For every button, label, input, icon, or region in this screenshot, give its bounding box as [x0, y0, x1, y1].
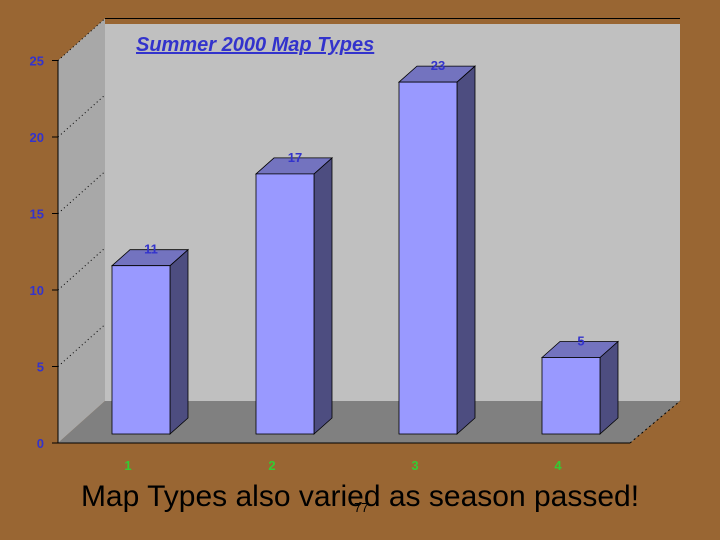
x-category-label: 4: [554, 458, 562, 473]
bar-4: [540, 340, 620, 435]
y-tick-label: 0: [37, 436, 44, 451]
bar-2: [254, 157, 334, 435]
chart-side-wall: [58, 18, 105, 443]
bar-data-label: 23: [431, 58, 445, 73]
y-tick-label: 10: [30, 283, 44, 298]
y-tick-label: 25: [30, 54, 44, 69]
y-tick-label: 5: [37, 360, 44, 375]
y-gridline-diagonal: [57, 171, 106, 214]
chart-back-wall: [105, 24, 680, 401]
y-gridline-diagonal: [57, 94, 106, 138]
y-gridline-diagonal: [57, 18, 106, 61]
x-category-label: 1: [124, 458, 131, 473]
x-category-label: 3: [411, 458, 418, 473]
bar-front-face: [398, 81, 458, 435]
bar-side-face: [169, 248, 189, 435]
chart-floor: [58, 401, 680, 443]
y-gridline-diagonal: [57, 247, 106, 291]
slide-page-number: 77: [354, 500, 369, 515]
bar-data-label: 17: [288, 150, 302, 165]
y-tick-label: 20: [30, 130, 44, 145]
slide-caption: Map Types also varied as season passed!: [80, 480, 640, 513]
bar-side-face: [456, 65, 476, 435]
bar-data-label: 11: [144, 242, 158, 257]
bar-data-label: 5: [577, 334, 584, 349]
x-category-label: 2: [268, 458, 275, 473]
bar-front-face: [541, 357, 601, 435]
bar-front-face: [255, 173, 315, 435]
y-gridline-diagonal: [57, 324, 106, 367]
chart-title: Summer 2000 Map Types: [136, 34, 375, 56]
bar-front-face: [111, 265, 171, 435]
y-tick-label: 15: [30, 207, 44, 222]
bar-1: [110, 248, 190, 435]
bar-side-face: [313, 157, 333, 435]
bar-3: [397, 65, 477, 435]
chart-floor-edge: [629, 400, 681, 444]
